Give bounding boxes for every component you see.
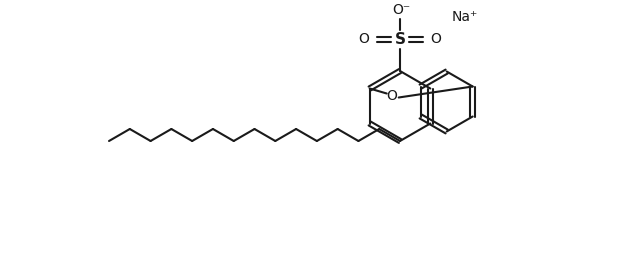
Text: O: O [386,89,397,103]
Text: S: S [394,31,406,46]
Text: O: O [358,32,369,46]
Text: Na⁺: Na⁺ [452,10,478,24]
Text: O⁻: O⁻ [392,3,410,17]
Text: O: O [430,32,442,46]
